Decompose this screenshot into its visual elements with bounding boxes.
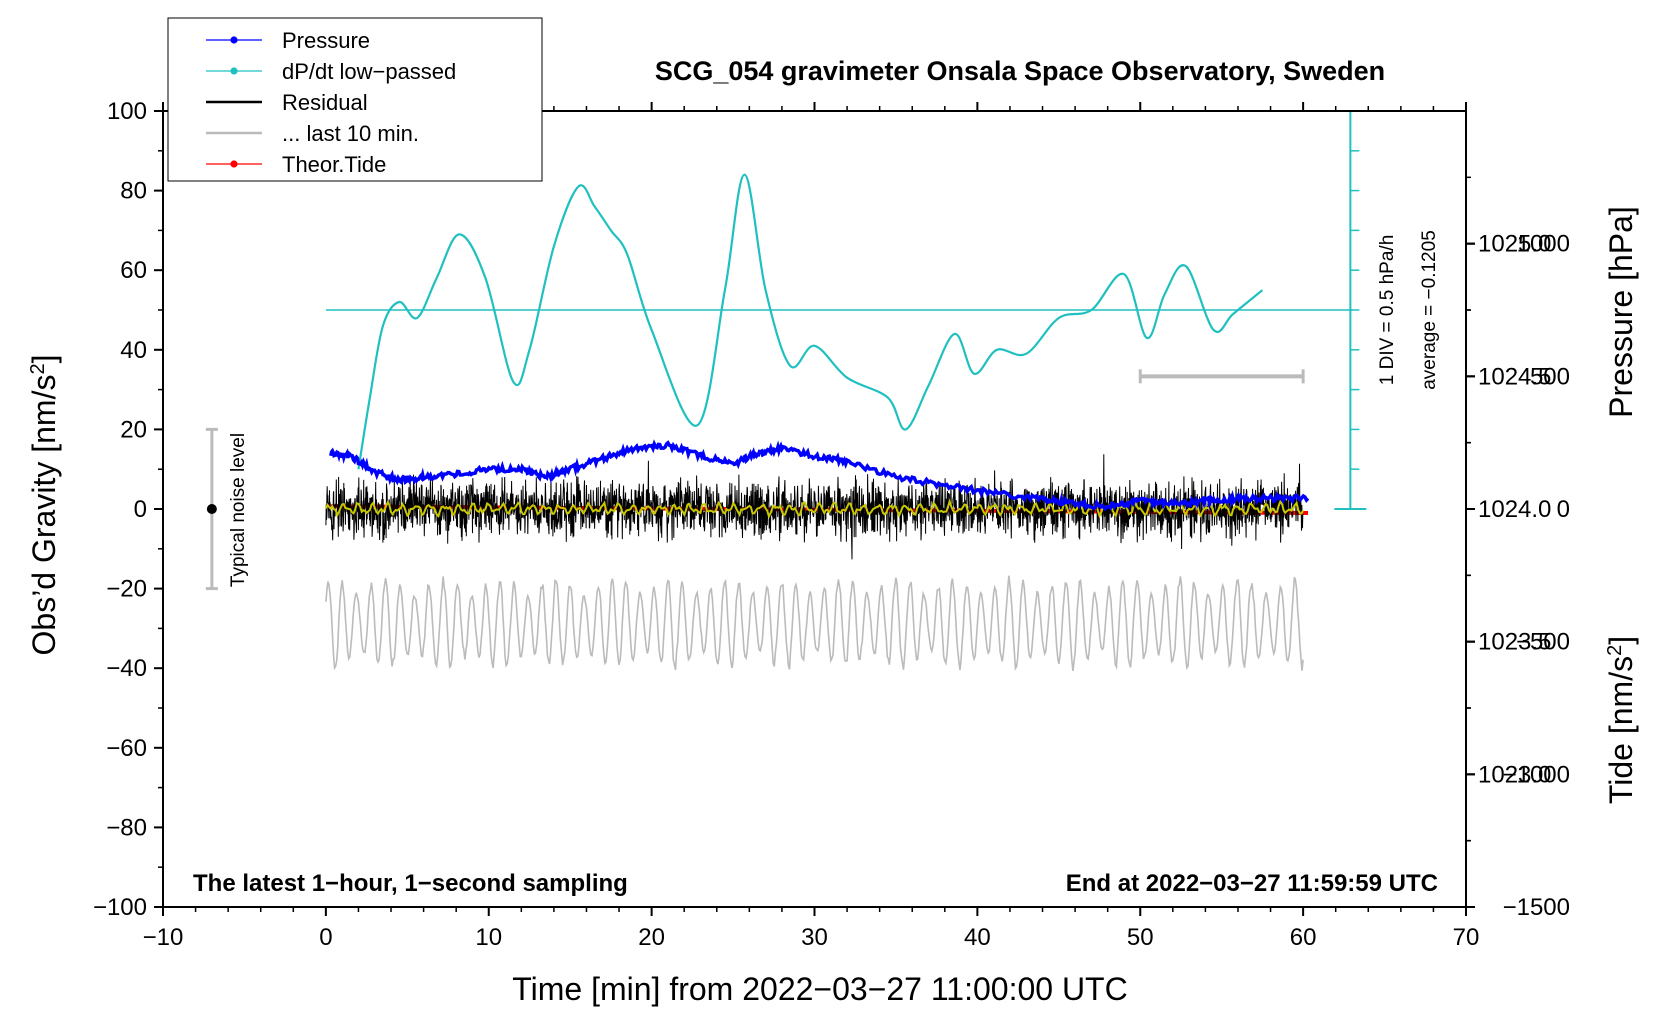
y-tick-label: 20: [120, 416, 147, 443]
tide-tick-label: 1000: [1517, 231, 1570, 258]
y-axis-label-pressure: Pressure [hPa]: [1603, 206, 1639, 418]
pressure-tick-label: 1024.5: [1478, 363, 1551, 390]
chart-title: SCG_054 gravimeter Onsala Space Observat…: [655, 56, 1385, 86]
legend-marker: [230, 67, 238, 75]
y-axis-label-left: Obs’d Gravity [nm/s2]: [26, 355, 62, 656]
legend-marker: [230, 36, 238, 44]
y-tick-label: −100: [93, 894, 147, 921]
y-tick-label: 60: [120, 257, 147, 284]
y-tick-label: −60: [106, 735, 147, 762]
y-tick-label: −40: [106, 655, 147, 682]
y-tick-label: 40: [120, 337, 147, 364]
legend-label: ... last 10 min.: [282, 121, 419, 146]
tide-tick-label: −1500: [1503, 894, 1570, 921]
pressure-line: [329, 439, 1310, 512]
footer-left-note: The latest 1−hour, 1−second sampling: [193, 870, 628, 897]
x-tick-label: 10: [475, 924, 502, 951]
legend-label: Theor.Tide: [282, 152, 386, 177]
legend-label: dP/dt low−passed: [282, 59, 456, 84]
x-tick-label: −10: [143, 924, 184, 951]
tide-tick-label: −1000: [1503, 761, 1570, 788]
average-label: average = −0.1205: [1419, 230, 1440, 390]
pressure-tick-label: 1023.0: [1478, 761, 1551, 788]
residual-smoothed-line: [324, 498, 1304, 520]
residual-line: [325, 454, 1304, 560]
y-tick-label: 100: [107, 98, 147, 125]
noise-bar-dot: [206, 504, 217, 514]
dpdt-line: [357, 173, 1264, 470]
legend-box: [167, 17, 543, 182]
pressure-tick-label: 1024.0: [1478, 496, 1551, 523]
y-tick-label: 80: [120, 178, 147, 205]
pressure-tick-label: 1025.0: [1478, 231, 1551, 258]
x-tick-label: 40: [964, 924, 991, 951]
axes-layer: −10 0 10 20 30 40 50 60 70100806040200−20−40−60−…: [93, 98, 1570, 951]
tide-tick-label: −500: [1516, 629, 1570, 656]
y-tick-label: −80: [106, 814, 147, 841]
y-tick-label: 0: [134, 496, 147, 523]
tide-tick-label: 0: [1557, 496, 1570, 523]
x-tick-label: 70: [1453, 924, 1480, 951]
x-tick-label: 50: [1127, 924, 1154, 951]
x-tick-label: 20: [638, 924, 665, 951]
legend-items: Pressure dP/dt low−passed Residual ... last…: [206, 28, 456, 177]
pressure-tick-label: 1023.5: [1478, 629, 1551, 656]
div-scale-label: 1 DIV = 0.5 hPa/h: [1377, 235, 1398, 386]
series-layer: [205, 110, 1367, 671]
noise-level-label: Typical noise level: [228, 433, 249, 587]
legend-marker: [230, 160, 238, 168]
legend-label: Pressure: [282, 28, 370, 53]
legend: Pressure dP/dt low−passed Residual ... last…: [167, 17, 543, 182]
legend-label: Residual: [282, 90, 368, 115]
x-tick-label: 0: [319, 924, 332, 951]
x-tick-label: 60: [1290, 924, 1317, 951]
tide-tick-label: 500: [1530, 363, 1570, 390]
y-tick-label: −20: [106, 576, 147, 603]
y-axis-label-tide: Tide [nm/s2]: [1603, 636, 1639, 804]
x-tick-label: 30: [801, 924, 828, 951]
x-axis-label: Time [min] from 2022−03−27 11:00:00 UTC: [512, 971, 1127, 1007]
footer-right-note: End at 2022−03−27 11:59:59 UTC: [1066, 870, 1438, 897]
last-10-min-line: [325, 575, 1304, 671]
